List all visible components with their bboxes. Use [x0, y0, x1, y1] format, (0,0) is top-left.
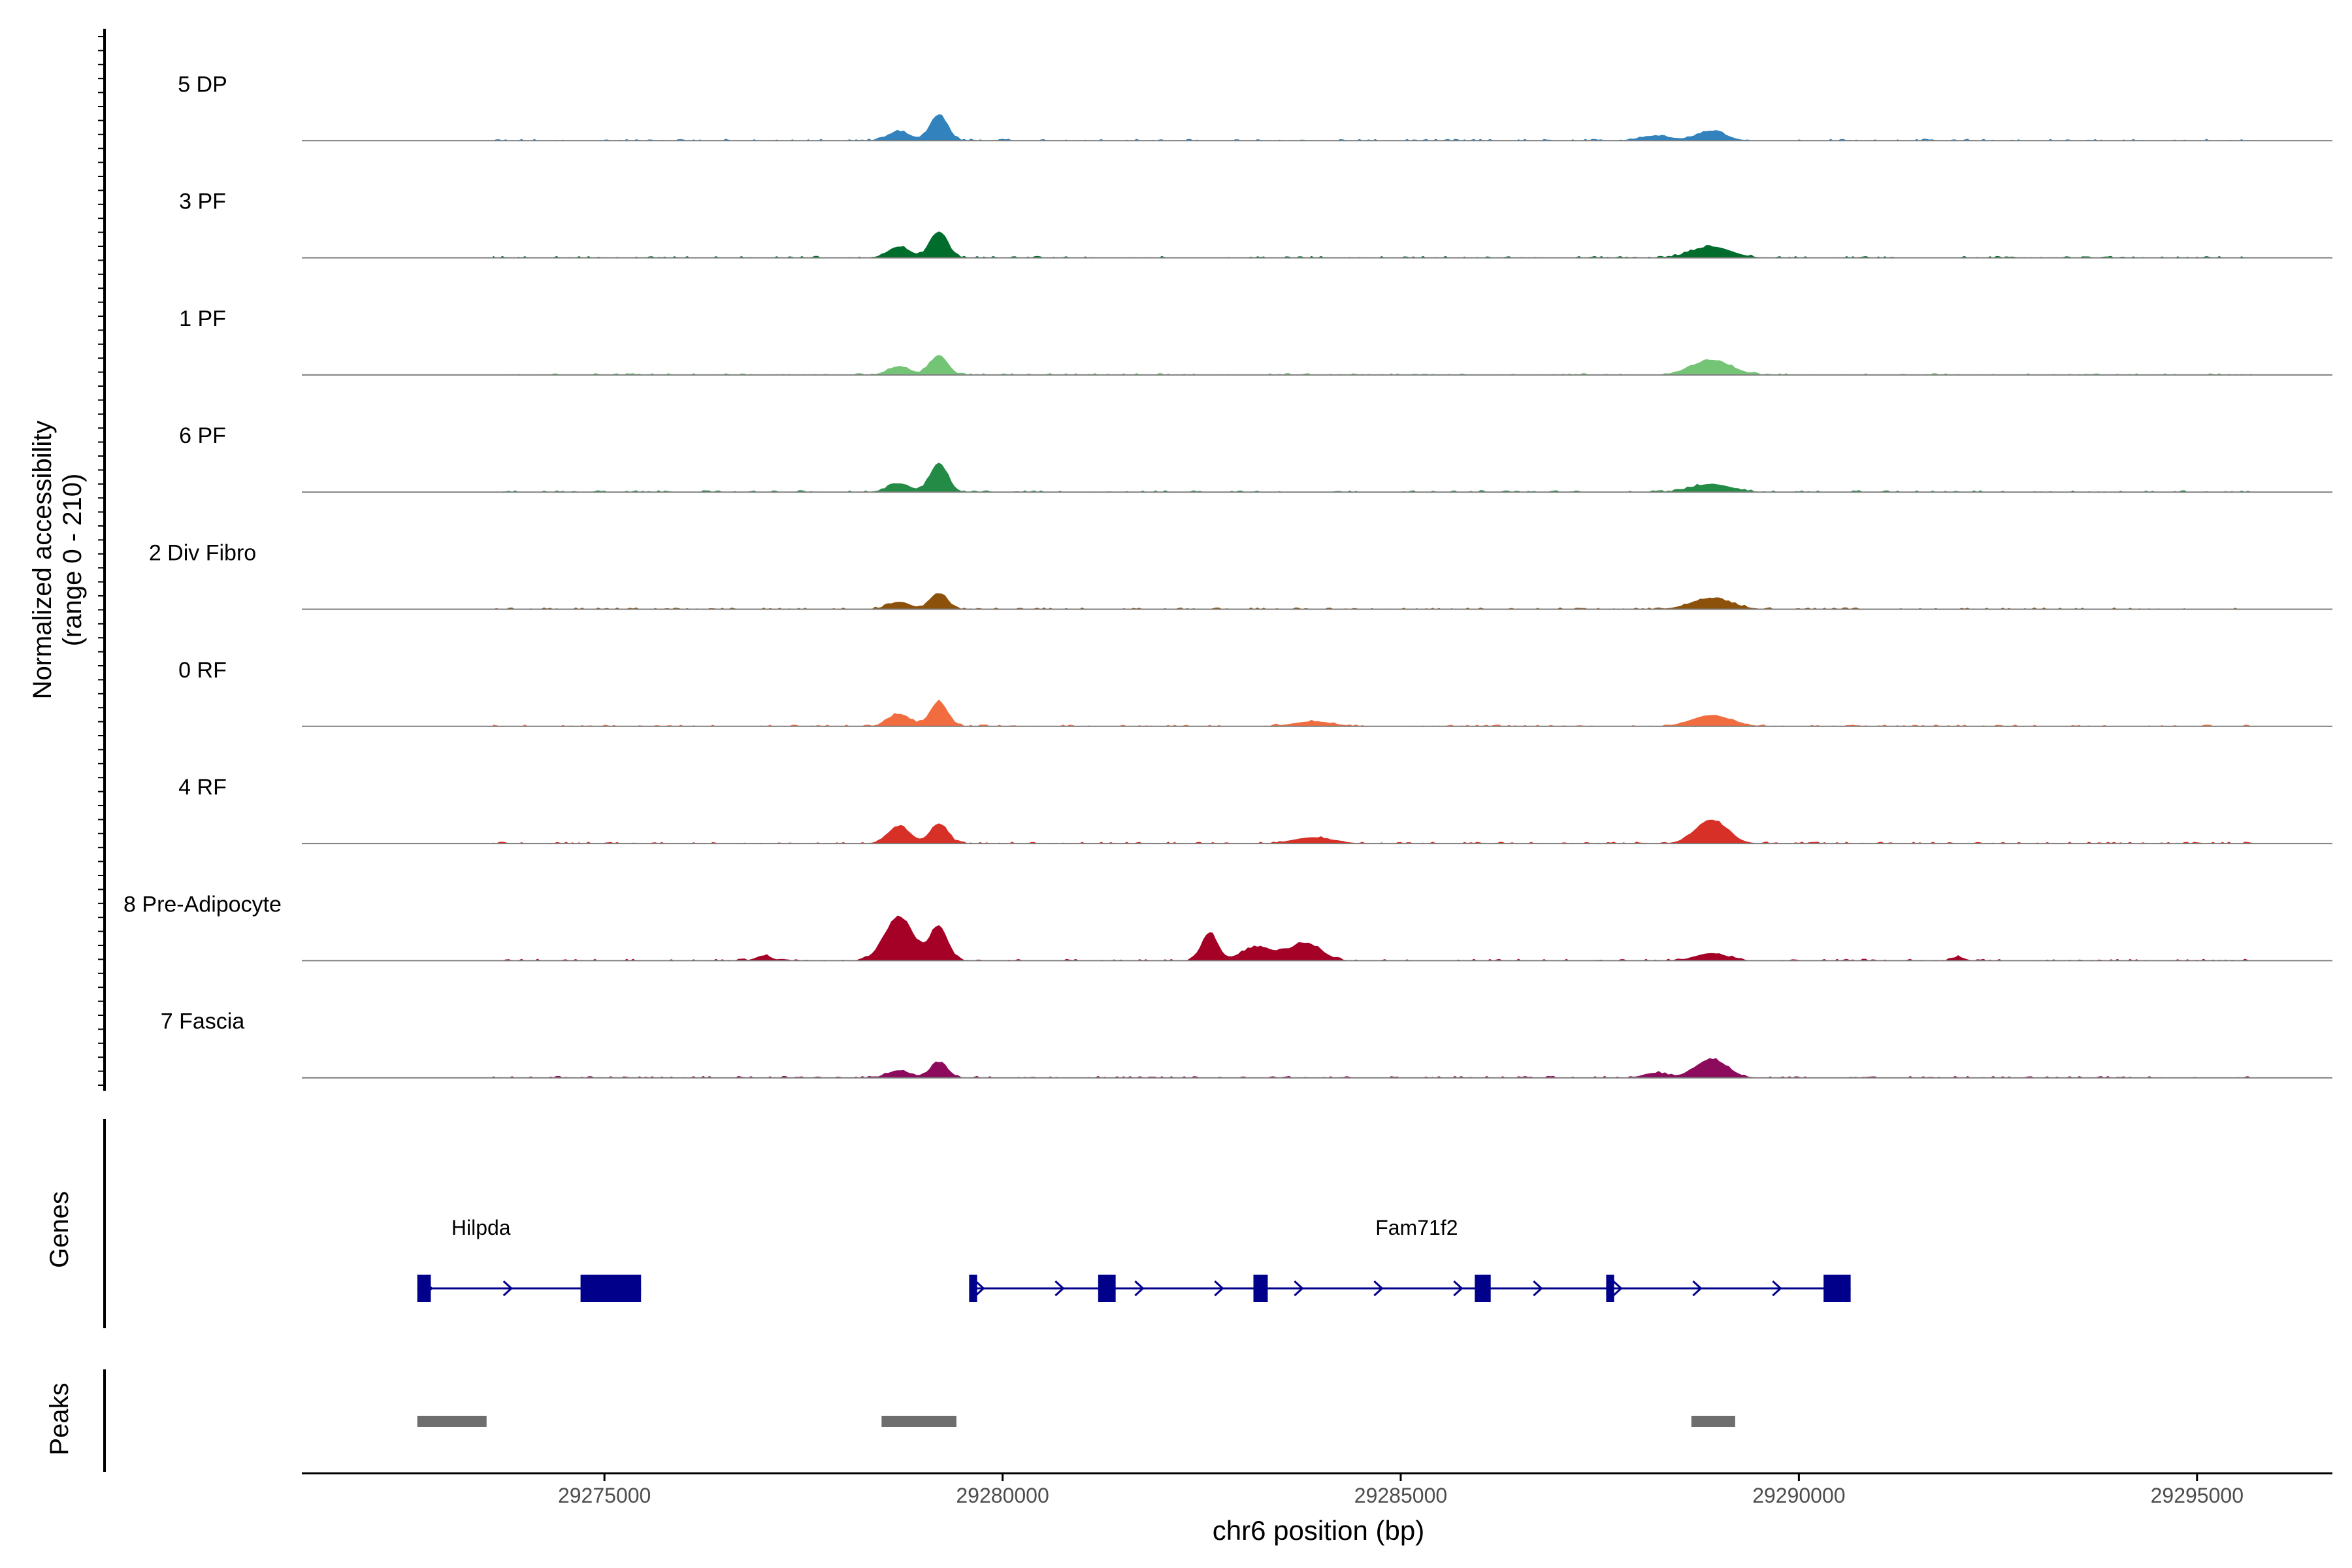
peak-region — [417, 1416, 487, 1427]
exon — [1253, 1275, 1268, 1302]
strand-arrow — [975, 1280, 985, 1297]
track-label: 7 Fascia — [161, 1009, 245, 1034]
coverage-tracks: 5 DP 3 PF 1 PF 6 PF 2 Div Fibro 0 RF 4 RF 8 Pre… — [123, 72, 2332, 1079]
track-label: 2 Div Fibro — [149, 541, 256, 566]
x-tick-label: 29290000 — [1752, 1484, 1845, 1507]
x-tick-label: 29275000 — [558, 1484, 651, 1507]
strand-arrow — [1612, 1280, 1623, 1297]
gene-hilpda: Hilpda — [417, 1216, 642, 1302]
track-7: 4 RF — [178, 775, 2332, 845]
coverage-area — [493, 355, 2253, 375]
peak-region — [881, 1416, 956, 1427]
exon — [417, 1275, 431, 1302]
coverage-area — [493, 463, 2253, 493]
peaks-panel — [103, 1369, 1735, 1472]
gene-annotation-panel: Hilpda Fam71f2 — [103, 1119, 1851, 1328]
coverage-area — [493, 699, 2253, 727]
track-label: 1 PF — [179, 306, 226, 331]
track-4: 6 PF — [179, 423, 2332, 493]
strand-arrow — [1134, 1280, 1145, 1297]
track-label: 4 RF — [178, 775, 227, 800]
exon — [1475, 1275, 1491, 1302]
strand-arrow — [1294, 1280, 1304, 1297]
peaks-panel-label: Peaks — [45, 1382, 74, 1455]
strand-arrow — [502, 1280, 513, 1297]
coverage-area — [493, 593, 2253, 610]
track-label: 0 RF — [178, 658, 227, 683]
track-8: 8 Pre-Adipocyte — [123, 892, 2332, 962]
x-axis: 29275000 29280000 29285000 29290000 29295000 — [302, 1472, 2332, 1507]
exon — [1606, 1275, 1614, 1302]
strand-arrow — [423, 1280, 433, 1297]
strand-arrow — [1533, 1280, 1543, 1297]
x-tick-label: 29295000 — [2151, 1484, 2244, 1507]
exon — [1098, 1275, 1116, 1302]
gene-name: Fam71f2 — [1375, 1216, 1458, 1239]
track-5: 2 Div Fibro — [149, 541, 2332, 610]
exon — [1823, 1275, 1851, 1302]
peak-region — [1691, 1416, 1735, 1427]
coverage-area — [493, 114, 2253, 141]
genes-panel-label: Genes — [45, 1191, 74, 1268]
strand-arrow — [1054, 1280, 1065, 1297]
track-label: 3 PF — [179, 189, 226, 214]
gene-name: Hilpda — [451, 1216, 511, 1239]
track-label: 5 DP — [178, 72, 227, 97]
y-axis-label-line1: Normalized accessibility — [28, 421, 57, 700]
coverage-area — [493, 1058, 2253, 1078]
y-axis-label-line2: (range 0 - 210) — [58, 474, 87, 647]
track-label: 6 PF — [179, 423, 226, 448]
strand-arrow — [1214, 1280, 1224, 1297]
strand-arrow — [1453, 1280, 1463, 1297]
track-1: 5 DP — [178, 72, 2332, 142]
strand-arrow — [1692, 1280, 1703, 1297]
coverage-area — [493, 915, 2253, 961]
track-3: 1 PF — [179, 306, 2332, 376]
coverage-area — [493, 819, 2253, 844]
strand-arrow — [1772, 1280, 1782, 1297]
strand-arrow — [1373, 1280, 1384, 1297]
track-label: 8 Pre-Adipocyte — [123, 892, 282, 917]
exon — [580, 1275, 642, 1302]
gene-fam71f2: Fam71f2 — [969, 1216, 1851, 1302]
coverage-area — [493, 231, 2253, 258]
track-2: 3 PF — [179, 189, 2332, 259]
track-6: 0 RF — [178, 658, 2332, 727]
y-axis — [98, 29, 106, 1091]
track-9: 7 Fascia — [161, 1009, 2332, 1079]
x-tick-label: 29285000 — [1354, 1484, 1447, 1507]
exon — [969, 1275, 977, 1302]
x-tick-label: 29280000 — [956, 1484, 1049, 1507]
strand-arrow — [582, 1280, 593, 1297]
x-axis-label: chr6 position (bp) — [1213, 1515, 1425, 1546]
